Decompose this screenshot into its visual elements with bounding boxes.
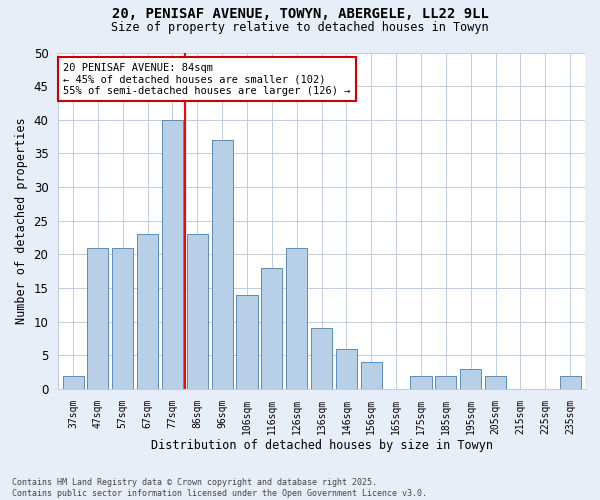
Bar bbox=[88, 248, 109, 389]
Text: Size of property relative to detached houses in Towyn: Size of property relative to detached ho… bbox=[111, 21, 489, 34]
Bar bbox=[212, 140, 233, 389]
Bar bbox=[137, 234, 158, 389]
Bar bbox=[485, 376, 506, 389]
Bar bbox=[162, 120, 183, 389]
Text: 20 PENISAF AVENUE: 84sqm
← 45% of detached houses are smaller (102)
55% of semi-: 20 PENISAF AVENUE: 84sqm ← 45% of detach… bbox=[64, 62, 351, 96]
Bar bbox=[311, 328, 332, 389]
Y-axis label: Number of detached properties: Number of detached properties bbox=[15, 118, 28, 324]
Bar bbox=[262, 268, 283, 389]
Bar bbox=[460, 369, 481, 389]
Text: Contains HM Land Registry data © Crown copyright and database right 2025.
Contai: Contains HM Land Registry data © Crown c… bbox=[12, 478, 427, 498]
Bar bbox=[187, 234, 208, 389]
Bar bbox=[410, 376, 431, 389]
Bar bbox=[62, 376, 83, 389]
Bar bbox=[361, 362, 382, 389]
Bar bbox=[560, 376, 581, 389]
Bar bbox=[112, 248, 133, 389]
Bar bbox=[435, 376, 457, 389]
Text: 20, PENISAF AVENUE, TOWYN, ABERGELE, LL22 9LL: 20, PENISAF AVENUE, TOWYN, ABERGELE, LL2… bbox=[112, 8, 488, 22]
Bar bbox=[236, 295, 257, 389]
Bar bbox=[336, 348, 357, 389]
Bar bbox=[286, 248, 307, 389]
X-axis label: Distribution of detached houses by size in Towyn: Distribution of detached houses by size … bbox=[151, 440, 493, 452]
